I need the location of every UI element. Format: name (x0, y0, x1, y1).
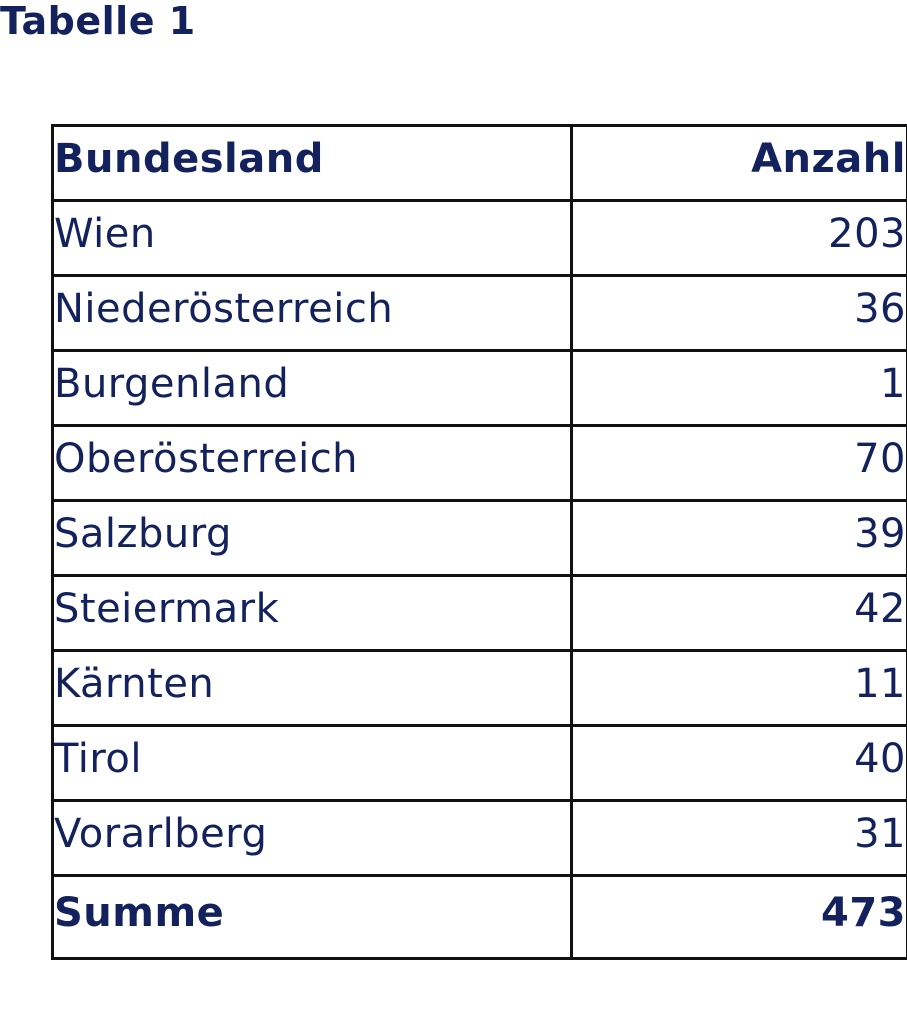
count-cell: 40 (570, 724, 907, 802)
count-cell: 31 (570, 799, 907, 877)
table-row: Salzburg 39 (51, 499, 907, 577)
table-row: Steiermark 42 (51, 574, 907, 652)
table-row: Niederösterreich 36 (51, 274, 907, 352)
count-cell: 11 (570, 649, 907, 727)
table-row: Kärnten 11 (51, 649, 907, 727)
region-count-table: Bundesland Anzahl Wien 203 Niederösterre… (51, 124, 907, 960)
table-row: Burgenland 1 (51, 349, 907, 427)
column-header-count: Anzahl (570, 124, 907, 202)
count-cell: 36 (570, 274, 907, 352)
total-label: Summe (51, 874, 573, 960)
column-header-region: Bundesland (51, 124, 573, 202)
region-cell: Oberösterreich (51, 424, 573, 502)
region-cell: Wien (51, 199, 573, 277)
region-cell: Tirol (51, 724, 573, 802)
total-count: 473 (570, 874, 907, 960)
region-cell: Burgenland (51, 349, 573, 427)
count-cell: 42 (570, 574, 907, 652)
count-cell: 39 (570, 499, 907, 577)
count-cell: 70 (570, 424, 907, 502)
total-row: Summe 473 (51, 874, 907, 960)
table-row: Wien 203 (51, 199, 907, 277)
region-cell: Kärnten (51, 649, 573, 727)
count-cell: 1 (570, 349, 907, 427)
region-cell: Salzburg (51, 499, 573, 577)
table-row: Vorarlberg 31 (51, 799, 907, 877)
table-row: Oberösterreich 70 (51, 424, 907, 502)
region-cell: Niederösterreich (51, 274, 573, 352)
table-header-row: Bundesland Anzahl (51, 124, 907, 202)
table-caption: Tabelle 1 (0, 0, 196, 43)
region-cell: Steiermark (51, 574, 573, 652)
table-row: Tirol 40 (51, 724, 907, 802)
region-cell: Vorarlberg (51, 799, 573, 877)
count-cell: 203 (570, 199, 907, 277)
